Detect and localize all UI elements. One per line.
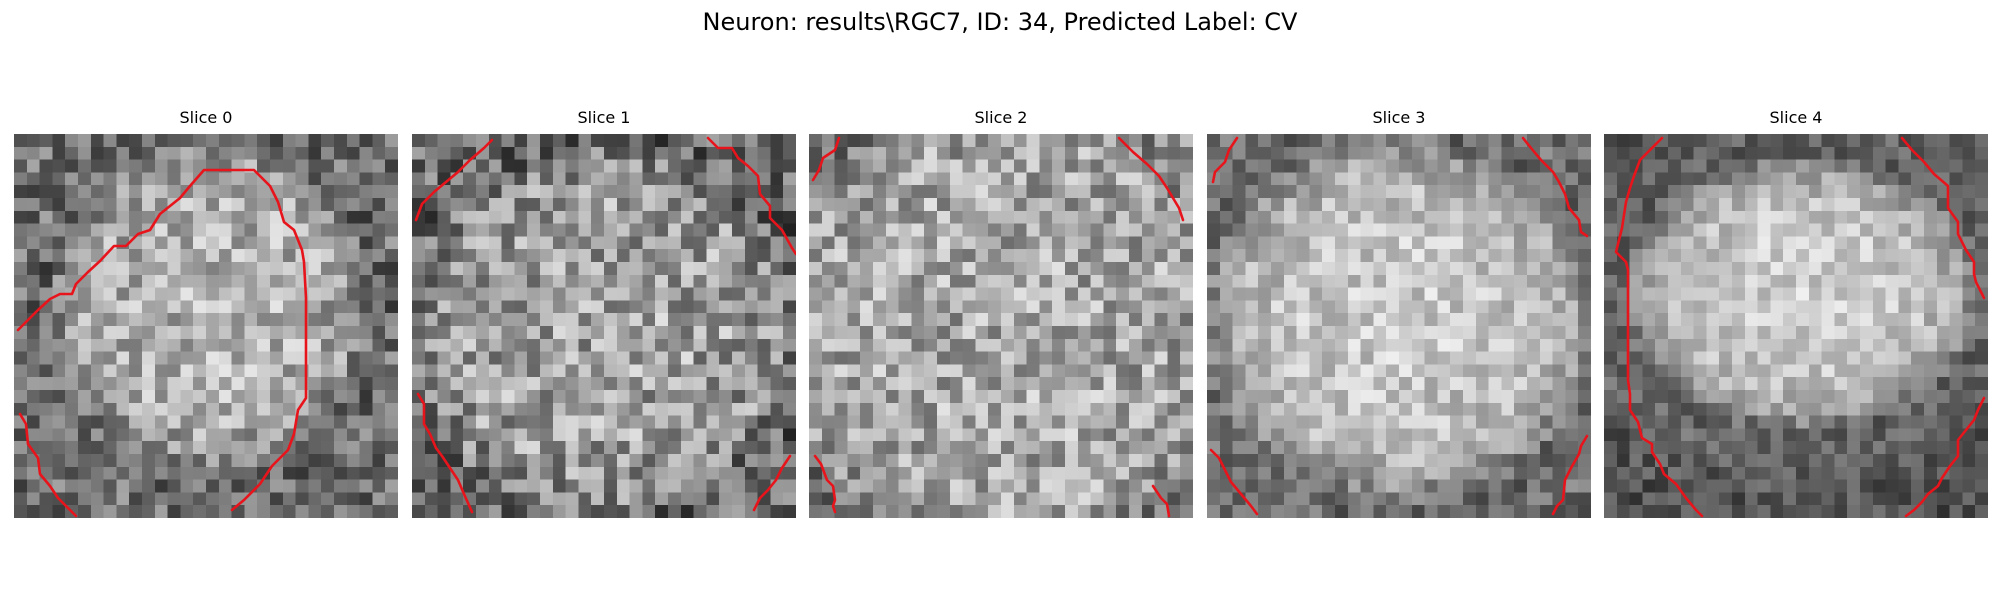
slice-title-1: Slice 1 (577, 108, 631, 127)
slice-title-3: Slice 3 (1372, 108, 1426, 127)
slice-panel-3: Slice 3 (1207, 108, 1591, 518)
figure-title: Neuron: results\RGC7, ID: 34, Predicted … (702, 8, 1298, 36)
slice-panel-0: Slice 0 (14, 108, 398, 518)
contour-line-2 (416, 392, 474, 514)
slice-panel-4: Slice 4 (1604, 108, 1988, 518)
contour-line-0 (811, 136, 841, 182)
contour-line-3 (752, 454, 792, 512)
slice-title-0: Slice 0 (179, 108, 233, 127)
contour-line-1 (1900, 136, 1986, 300)
contour-line-0 (1211, 136, 1239, 184)
slice-image-3 (1207, 134, 1591, 518)
contour-line-2 (813, 454, 837, 514)
contour-line-2 (1209, 448, 1259, 516)
contour-line-3 (1151, 484, 1171, 518)
slice-image-4 (1604, 134, 1988, 518)
contour-line-1 (1117, 136, 1185, 222)
pixel-grid (809, 134, 1193, 518)
slice-panel-1: Slice 1 (412, 108, 796, 518)
contour-line-3 (1551, 434, 1589, 516)
pixel-grid (412, 134, 796, 518)
contour-line-2 (1904, 396, 1986, 518)
slice-title-2: Slice 2 (974, 108, 1028, 127)
slice-panel-2: Slice 2 (809, 108, 1193, 518)
slice-title-4: Slice 4 (1769, 108, 1823, 127)
contour-line-1 (1521, 136, 1589, 238)
contour-line-1 (706, 136, 796, 256)
slice-image-1 (412, 134, 796, 518)
contour-line-0 (1614, 136, 1704, 518)
contour-line-0 (16, 168, 308, 512)
pixel-grid (14, 134, 398, 518)
pixel-grid (1604, 134, 1988, 518)
pixel-grid (1207, 134, 1591, 518)
slice-image-2 (809, 134, 1193, 518)
contour-line-0 (414, 138, 494, 222)
slice-image-0 (14, 134, 398, 518)
contour-line-1 (18, 412, 78, 518)
